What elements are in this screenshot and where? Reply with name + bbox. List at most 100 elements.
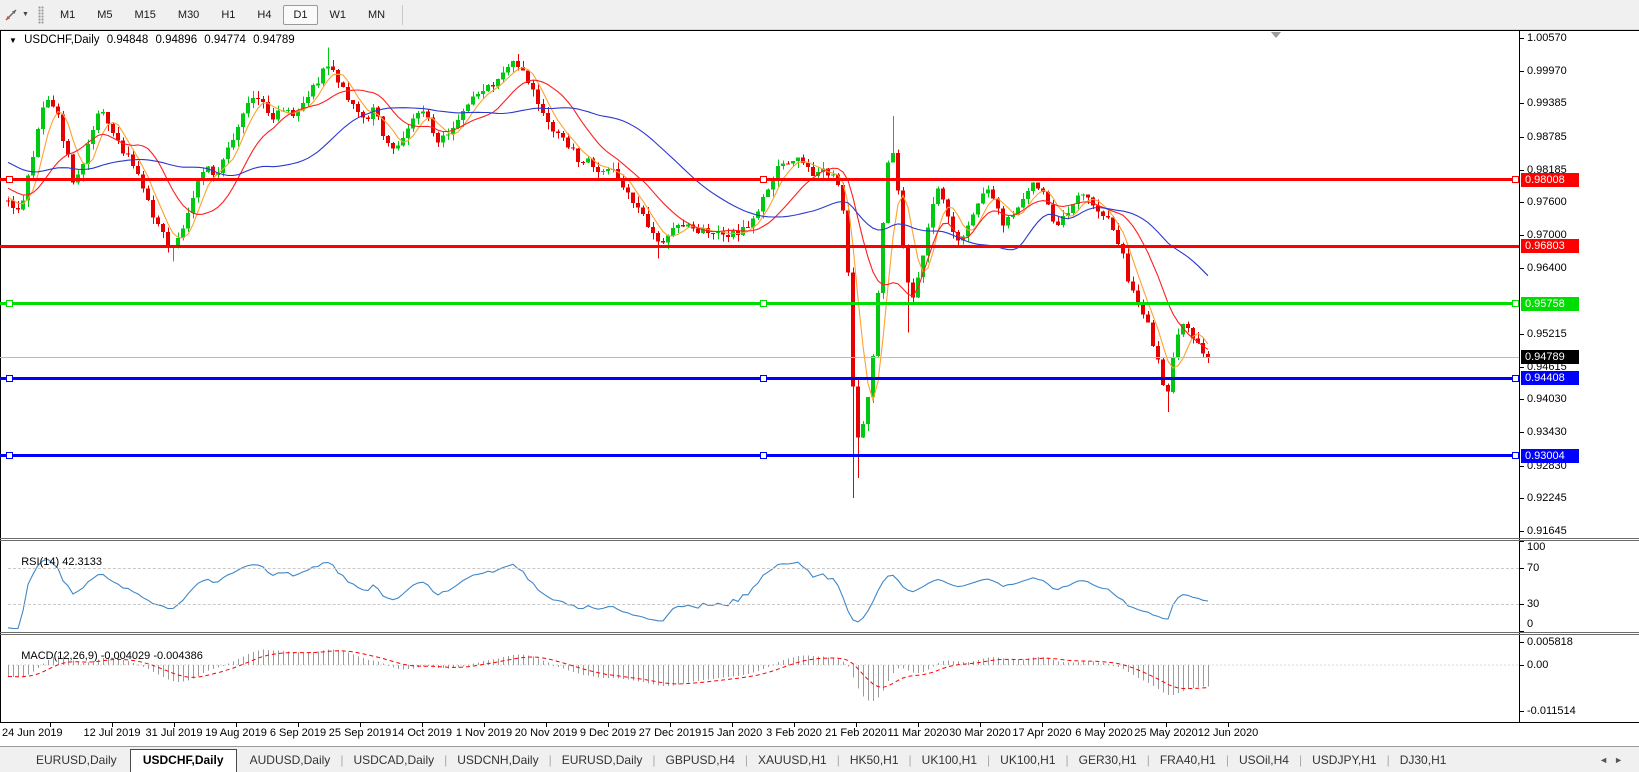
y-axis-label: 1.00570: [1527, 32, 1567, 44]
x-axis-date-label: 30 Mar 2020: [949, 727, 1011, 739]
hline-handle[interactable]: [760, 374, 767, 382]
x-axis-tick: [794, 722, 795, 727]
macd-axis-label: 0.005818: [1527, 636, 1573, 648]
window-splitter[interactable]: [0, 538, 1639, 539]
hline-0.94408[interactable]: [0, 376, 1519, 380]
x-axis-date-label: 12 Jul 2019: [83, 727, 141, 739]
tab-dj30-h1[interactable]: DJ30,H1: [1399, 752, 1447, 767]
timeframe-button-w1[interactable]: W1: [329, 8, 347, 21]
tab-separator: |: [1225, 752, 1229, 767]
y-axis-label: 0.97000: [1527, 229, 1567, 242]
y-axis-tick: [1519, 366, 1524, 368]
current-price-badge: 0.94789: [1521, 350, 1579, 365]
y-axis-label: 0.95215: [1527, 327, 1567, 340]
hline-0.96803[interactable]: [0, 244, 1519, 248]
macd-axis-tick: [1519, 642, 1524, 643]
y-axis-tick: [1519, 465, 1524, 467]
tab-usoil-h4[interactable]: USOil,H4: [1238, 752, 1289, 767]
hline-handle[interactable]: [1512, 300, 1519, 308]
y-axis-tick: [1519, 136, 1524, 138]
timeframe-button-h4[interactable]: H4: [257, 8, 272, 21]
x-axis-tick: [298, 722, 299, 727]
price-badge-0.93004: 0.93004: [1521, 448, 1579, 463]
x-axis-date-label: 19 Aug 2019: [205, 727, 267, 739]
rsi-axis-label: 100: [1527, 541, 1546, 553]
hline-handle[interactable]: [760, 452, 767, 460]
y-axis-label: 0.92245: [1527, 491, 1567, 504]
timeframe-button-m5[interactable]: M5: [97, 8, 113, 21]
x-axis-tick: [112, 722, 113, 727]
x-axis-date-label: 6 Sep 2019: [269, 727, 327, 739]
tab-gbpusd-h4[interactable]: GBPUSD,H4: [665, 752, 735, 767]
macd-main-value: -0.004029: [100, 650, 151, 662]
window-splitter[interactable]: [0, 540, 1639, 541]
x-axis-tick: [1228, 722, 1229, 727]
tab-audusd-daily[interactable]: AUDUSD,Daily: [249, 752, 331, 767]
tab-ger30-h1[interactable]: GER30,H1: [1078, 752, 1137, 767]
y-axis-tick: [1519, 497, 1524, 499]
chart-shift-marker[interactable]: [1271, 32, 1281, 38]
chart-tab-bar: EURUSD,Daily | USDCHF,Daily | AUDUSD,Daily | U…: [0, 746, 1639, 772]
hline-handle[interactable]: [1512, 374, 1519, 382]
hline-handle[interactable]: [6, 374, 13, 382]
tab-hk50-h1[interactable]: HK50,H1: [849, 752, 899, 767]
x-axis-tick: [422, 722, 423, 727]
window-splitter[interactable]: [0, 632, 1639, 633]
y-axis-label: 0.97600: [1527, 196, 1567, 209]
timeframe-button-h1[interactable]: H1: [221, 8, 236, 21]
timeframe-button-d1[interactable]: D1: [283, 4, 318, 25]
hline-0.95758[interactable]: [0, 302, 1519, 306]
rsi-axis-label: 0: [1527, 618, 1534, 630]
macd-signal-line: [7, 650, 1209, 690]
price-close: 0.94789: [253, 34, 295, 46]
rsi-line: [7, 558, 1209, 630]
tab-xauusd-h1[interactable]: XAUUSD,H1: [758, 752, 827, 767]
tabs-scroll-right-icon[interactable]: ►: [1614, 754, 1629, 765]
x-axis-tick: [918, 722, 919, 727]
x-axis-tick: [1166, 722, 1167, 727]
tabs-container: EURUSD,Daily | USDCHF,Daily | AUDUSD,Daily | U…: [26, 748, 1456, 772]
timeframe-button-m30[interactable]: M30: [177, 8, 200, 21]
timeframe-button-m15[interactable]: M15: [134, 8, 156, 21]
hline-handle[interactable]: [6, 300, 13, 308]
hline-handle[interactable]: [1512, 176, 1519, 184]
x-axis-tick: [608, 722, 609, 727]
hline-handle[interactable]: [760, 300, 767, 308]
hline-handle[interactable]: [6, 176, 13, 184]
x-axis-tick: [484, 722, 485, 727]
tab-fra40-h1[interactable]: FRA40,H1: [1159, 752, 1216, 767]
line-tools-dropdown[interactable]: ▼: [0, 4, 33, 26]
tabs-scroll-left-icon[interactable]: ◄: [1599, 754, 1615, 765]
hline-handle[interactable]: [760, 176, 767, 184]
hline-0.93004[interactable]: [0, 454, 1519, 458]
symbol-dropdown-icon[interactable]: ▼: [9, 36, 17, 45]
x-axis-date-label: 31 Jul 2019: [145, 727, 203, 739]
tab-uk100-h1[interactable]: UK100,H1: [1000, 752, 1056, 767]
price-high: 0.94896: [155, 34, 198, 46]
price-open: 0.94848: [106, 34, 149, 46]
y-axis-tick: [1519, 333, 1524, 335]
tab-separator: |: [340, 752, 344, 767]
hline-handle[interactable]: [6, 452, 13, 460]
hline-handle[interactable]: [1512, 452, 1519, 460]
price-low: 0.94774: [204, 34, 246, 46]
timeframe-button-m1[interactable]: M1: [59, 8, 76, 21]
tab-eurusd-daily[interactable]: EURUSD,Daily: [36, 752, 117, 767]
tab-eurusd-daily[interactable]: EURUSD,Daily: [561, 752, 643, 767]
current-price-line: [0, 357, 1519, 359]
x-axis-date-label: 3 Feb 2020: [766, 727, 822, 739]
price-badge-0.96803: 0.96803: [1521, 239, 1579, 254]
y-axis-label: 0.93430: [1527, 426, 1567, 439]
tab-separator: |: [836, 752, 840, 767]
tab-usdjpy-h1[interactable]: USDJPY,H1: [1312, 752, 1377, 767]
timeframe-button-mn[interactable]: MN: [368, 8, 386, 21]
tab-usdcnh-daily[interactable]: USDCNH,Daily: [457, 752, 539, 767]
hline-0.98008[interactable]: [0, 178, 1519, 182]
tab-usdchf-daily[interactable]: USDCHF,Daily: [129, 748, 237, 772]
tab-uk100-h1[interactable]: UK100,H1: [921, 752, 978, 767]
tab-usdcad-daily[interactable]: USDCAD,Daily: [353, 752, 435, 767]
tab-separator: |: [444, 752, 448, 767]
toolbar-grip-handle[interactable]: [37, 5, 44, 24]
window-splitter[interactable]: [0, 634, 1639, 635]
